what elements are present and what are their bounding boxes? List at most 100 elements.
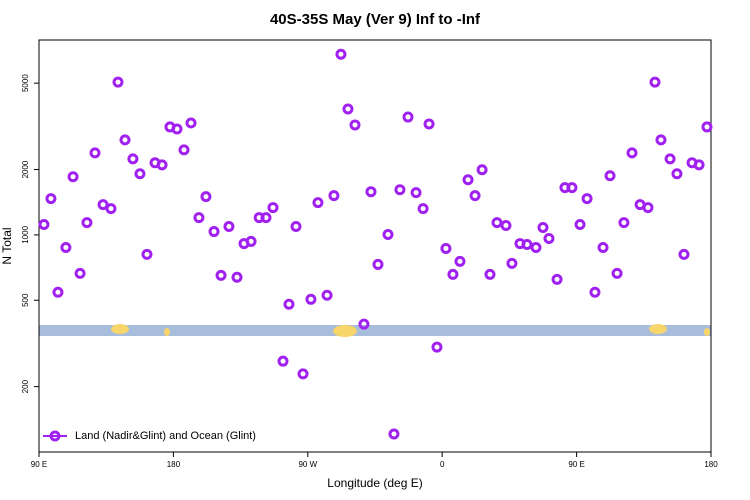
x-tick-label: 90 E <box>31 460 47 469</box>
point <box>469 190 481 202</box>
point <box>574 219 586 231</box>
point <box>321 289 333 301</box>
point <box>551 273 563 285</box>
point <box>171 123 183 135</box>
point <box>365 186 377 198</box>
point <box>200 191 212 203</box>
point <box>67 171 79 183</box>
y-tick-label: 2000 <box>21 160 30 178</box>
point <box>185 117 197 129</box>
point <box>74 267 86 279</box>
point <box>589 286 601 298</box>
point <box>543 233 555 245</box>
point <box>156 159 168 171</box>
point <box>655 134 667 146</box>
y-tick-label: 5000 <box>21 74 30 92</box>
point <box>581 193 593 205</box>
point <box>454 255 466 267</box>
point <box>141 248 153 260</box>
point <box>223 221 235 233</box>
chart-title: 40S-35S May (Ver 9) Inf to -Inf <box>270 11 481 28</box>
point <box>105 203 117 215</box>
point <box>440 242 452 254</box>
point <box>127 153 139 165</box>
point <box>530 241 542 253</box>
x-axis-title: Longitude (deg E) <box>327 476 422 490</box>
y-tick-label: 500 <box>21 293 30 307</box>
point <box>671 168 683 180</box>
point <box>500 219 512 231</box>
point <box>231 271 243 283</box>
point <box>112 76 124 88</box>
x-tick-label: 180 <box>167 460 181 469</box>
point <box>277 355 289 367</box>
point <box>290 221 302 233</box>
point <box>484 268 496 280</box>
point <box>388 428 400 440</box>
point <box>506 257 518 269</box>
point <box>312 197 324 209</box>
point <box>81 217 93 229</box>
point <box>335 48 347 60</box>
point <box>134 168 146 180</box>
x-tick-label: 180 <box>704 460 718 469</box>
point <box>305 293 317 305</box>
point <box>604 170 616 182</box>
y-tick-label: 200 <box>21 379 30 393</box>
point <box>193 212 205 224</box>
point <box>328 190 340 202</box>
point <box>642 202 654 214</box>
point <box>476 164 488 176</box>
point <box>626 147 638 159</box>
x-tick-label: 0 <box>440 460 445 469</box>
point <box>537 222 549 234</box>
point <box>283 298 295 310</box>
y-tick-label: 1000 <box>21 225 30 243</box>
point <box>618 217 630 229</box>
point <box>382 229 394 241</box>
point <box>566 182 578 194</box>
point <box>60 241 72 253</box>
point <box>447 268 459 280</box>
point <box>417 203 429 215</box>
point <box>267 202 279 214</box>
point <box>701 121 713 133</box>
point <box>297 368 309 380</box>
point <box>649 76 661 88</box>
x-tick-label: 90 W <box>298 460 317 469</box>
map-strip <box>39 324 711 337</box>
point <box>260 212 272 224</box>
point <box>215 269 227 281</box>
point <box>38 219 50 231</box>
point <box>678 248 690 260</box>
point <box>245 235 257 247</box>
point <box>521 239 533 251</box>
x-tick-label: 90 E <box>568 460 584 469</box>
point <box>52 286 64 298</box>
point <box>89 147 101 159</box>
point <box>372 258 384 270</box>
point <box>611 267 623 279</box>
point <box>394 184 406 196</box>
point <box>402 111 414 123</box>
point <box>97 199 109 211</box>
y-axis-title: N Total <box>0 227 14 264</box>
point <box>693 159 705 171</box>
point <box>178 144 190 156</box>
point <box>349 119 361 131</box>
point <box>423 118 435 130</box>
point <box>410 187 422 199</box>
plot-frame <box>38 39 712 453</box>
legend-marker <box>49 430 61 442</box>
point <box>597 241 609 253</box>
point <box>664 153 676 165</box>
point <box>431 341 443 353</box>
point <box>208 226 220 238</box>
legend-label: Land (Nadir&Glint) and Ocean (Glint) <box>75 430 256 442</box>
point <box>119 134 131 146</box>
point <box>358 318 370 330</box>
point <box>342 103 354 115</box>
point <box>491 217 503 229</box>
point <box>45 193 57 205</box>
